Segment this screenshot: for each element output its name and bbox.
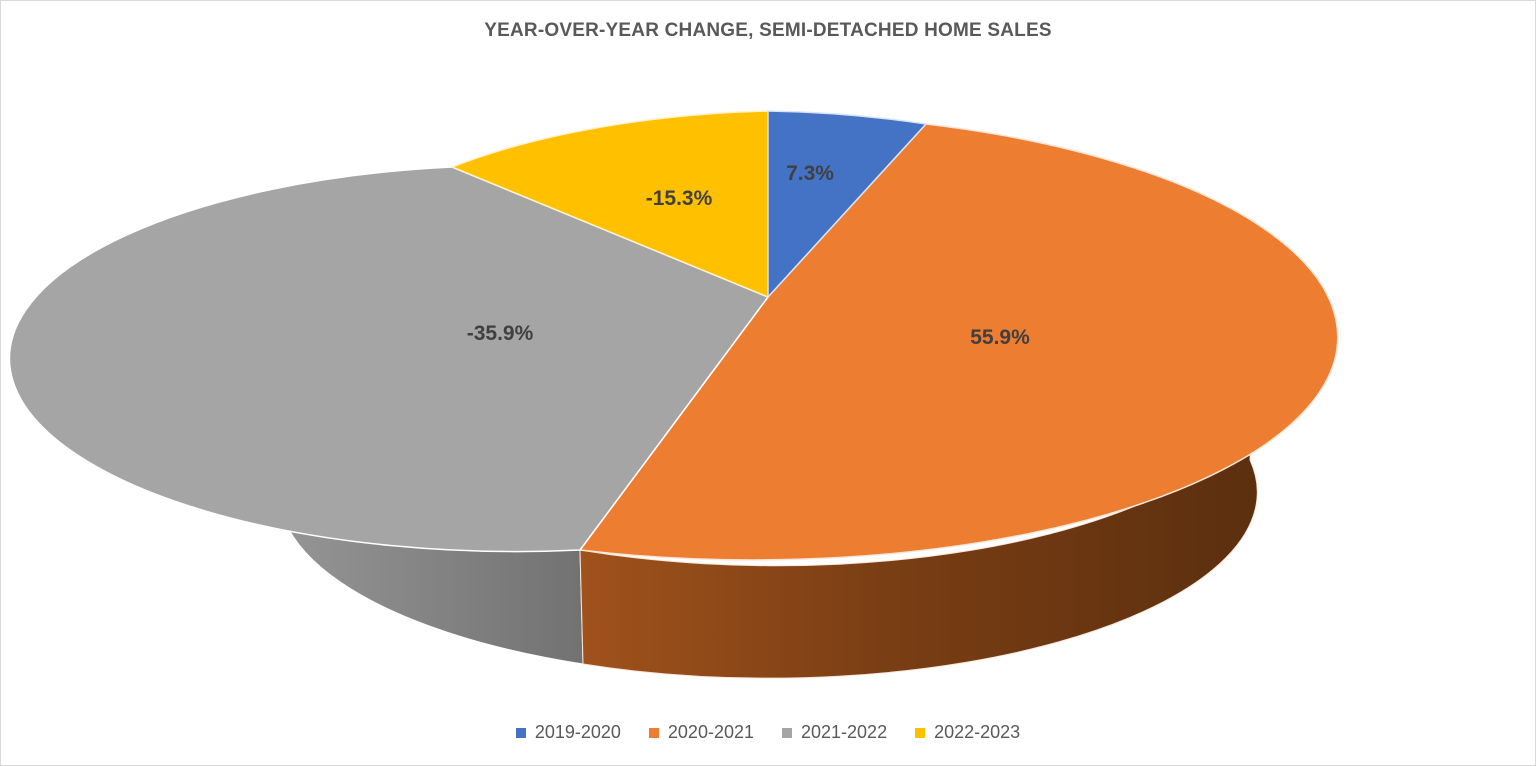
legend-item-2020-2021[interactable]: 2020-2021 (648, 722, 754, 743)
slice-2019-2020[interactable] (767, 110, 928, 299)
legend-label: 2020-2021 (667, 722, 754, 742)
data-label-2021-2022: -35.9% (467, 322, 534, 345)
legend-item-2019-2020[interactable]: 2019-2020 (515, 722, 621, 743)
legend-item-2021-2022[interactable]: 2021-2022 (782, 722, 887, 743)
slice-2020-2021[interactable] (578, 123, 1339, 561)
legend-label: 2021-2022 (801, 722, 888, 742)
chart-title: YEAR-OVER-YEAR CHANGE, SEMI-DETACHED HOM… (484, 20, 1052, 41)
legend-label: 2019-2020 (534, 722, 621, 742)
legend-swatch-icon (782, 727, 792, 738)
legend-label: 2022-2023 (934, 722, 1021, 742)
legend-item-2022-2023[interactable]: 2022-2023 (915, 722, 1020, 743)
data-label-2022-2023: -15.3% (646, 187, 713, 210)
data-label-2020-2021: 55.9% (970, 326, 1030, 349)
data-label-2019-2020: 7.3% (786, 162, 834, 185)
legend-swatch-icon (515, 727, 526, 738)
chart-legend: 2019-2020 2020-2021 2021-2022 2022-2023 (0, 722, 1536, 743)
slice-2021-2022[interactable] (8, 166, 770, 553)
slice-2022-2023[interactable] (449, 110, 769, 299)
legend-swatch-icon (915, 727, 926, 738)
legend-swatch-icon (648, 727, 659, 738)
